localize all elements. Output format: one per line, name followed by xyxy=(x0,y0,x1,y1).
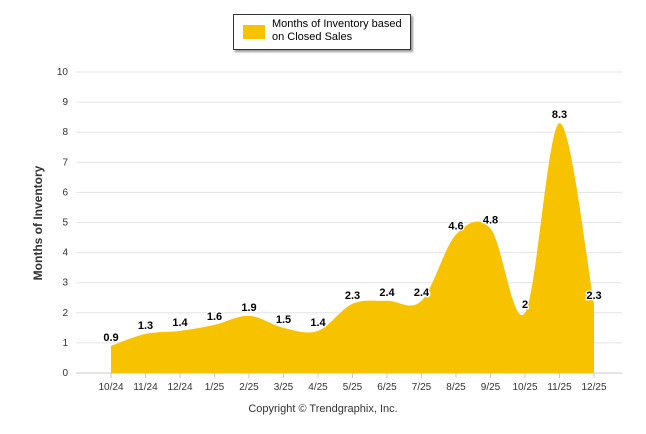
y-tick-label: 2 xyxy=(62,308,68,319)
y-axis-ticks: 0 1 2 3 4 5 6 7 8 9 10 xyxy=(57,67,69,379)
y-tick-label: 3 xyxy=(62,278,68,289)
x-tick-label: 9/25 xyxy=(481,382,501,393)
data-label: 4.8 xyxy=(483,215,498,227)
data-label: 1.5 xyxy=(276,314,291,326)
y-tick-label: 8 xyxy=(62,127,68,138)
series-area xyxy=(111,123,594,373)
data-label: 1.9 xyxy=(241,302,256,314)
x-tick-label: 11/25 xyxy=(547,382,572,393)
x-tick-label: 10/24 xyxy=(98,382,123,393)
y-tick-label: 7 xyxy=(62,157,68,168)
y-tick-label: 5 xyxy=(62,218,68,229)
x-tick-label: 6/25 xyxy=(377,382,397,393)
data-label: 1.4 xyxy=(310,317,326,329)
data-label: 4.6 xyxy=(448,221,463,233)
data-label: 1.3 xyxy=(138,320,153,332)
data-label: 2.3 xyxy=(345,290,360,302)
data-label: 2.4 xyxy=(414,287,430,299)
x-tick-label: 7/25 xyxy=(412,382,432,393)
x-tick-label: 12/24 xyxy=(167,382,192,393)
x-tick-label: 10/25 xyxy=(512,382,537,393)
y-tick-label: 0 xyxy=(62,368,68,379)
y-tick-label: 4 xyxy=(62,248,68,259)
data-label: 2.3 xyxy=(586,290,601,302)
x-tick-label: 4/25 xyxy=(308,382,328,393)
x-tick-label: 5/25 xyxy=(343,382,363,393)
y-tick-label: 10 xyxy=(57,67,69,78)
data-label: 2 xyxy=(522,299,528,311)
x-tick-label: 2/25 xyxy=(239,382,259,393)
x-axis-ticks: 10/24 11/24 12/24 1/25 2/25 3/25 4/25 5/25 6/25 7… xyxy=(98,373,607,393)
x-tick-label: 12/25 xyxy=(581,382,606,393)
x-tick-label: 1/25 xyxy=(205,382,225,393)
data-label: 1.6 xyxy=(207,311,222,323)
x-tick-label: 11/24 xyxy=(133,382,158,393)
data-label: 0.9 xyxy=(103,332,118,344)
legend-swatch xyxy=(243,25,265,39)
copyright-text: Copyright © Trendgraphix, Inc. xyxy=(248,403,398,415)
x-tick-label: 8/25 xyxy=(446,382,466,393)
y-tick-label: 6 xyxy=(62,187,68,198)
y-axis-label: Months of Inventory xyxy=(31,165,45,281)
data-labels: 0.9 1.3 1.4 1.6 1.9 1.5 1.4 2.3 2.4 2.4 4.6 4.8 2 8.3… xyxy=(102,108,603,345)
legend-label: Months of Inventory based on Closed Sale… xyxy=(272,18,402,43)
y-tick-label: 9 xyxy=(62,97,68,108)
data-label: 2.4 xyxy=(379,287,395,299)
legend: Months of Inventory based on Closed Sale… xyxy=(233,14,411,50)
data-label: 1.4 xyxy=(172,317,188,329)
data-label: 8.3 xyxy=(552,109,567,121)
y-tick-label: 1 xyxy=(62,338,68,349)
x-tick-label: 3/25 xyxy=(274,382,294,393)
